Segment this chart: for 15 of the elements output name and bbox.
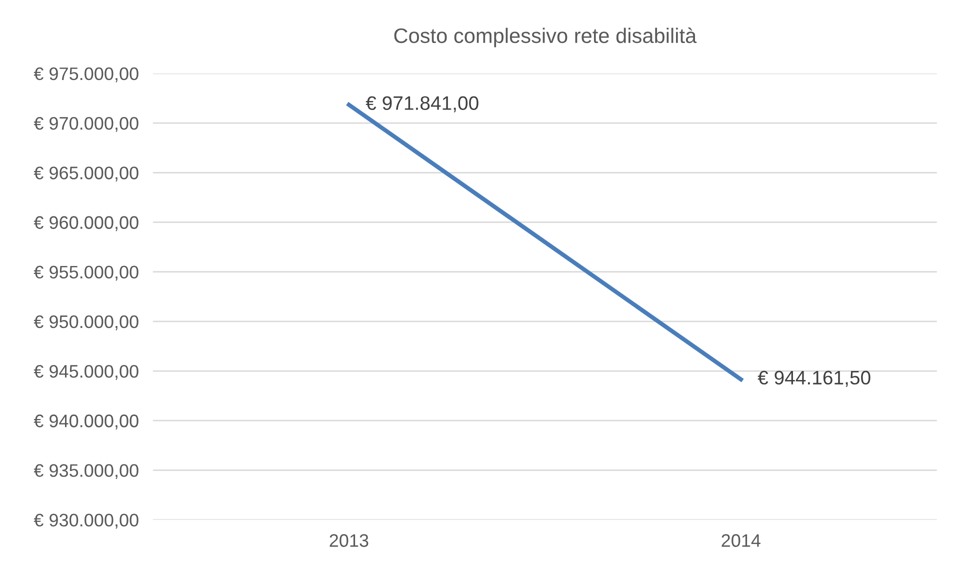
x-tick-label: 2014 (722, 534, 760, 547)
y-tick-label: € 960.000,00 (34, 216, 138, 232)
data-label: € 944.161,50 (758, 370, 870, 387)
y-tick-label: € 935.000,00 (34, 464, 138, 480)
y-tick-label: € 945.000,00 (34, 364, 138, 380)
y-tick-label: € 950.000,00 (34, 315, 138, 330)
y-tick-label: € 965.000,00 (34, 166, 138, 182)
y-tick-label: € 955.000,00 (34, 266, 138, 281)
data-label: € 971.841,00 (366, 96, 478, 112)
chart-title: Costo complessivo rete disabilità (394, 28, 697, 48)
y-tick-label: € 940.000,00 (34, 414, 138, 430)
y-tick-label: € 970.000,00 (34, 116, 138, 132)
y-tick-label: € 930.000,00 (34, 514, 138, 529)
y-tick-label: € 975.000,00 (34, 67, 138, 82)
x-tick-label: 2013 (330, 534, 368, 547)
